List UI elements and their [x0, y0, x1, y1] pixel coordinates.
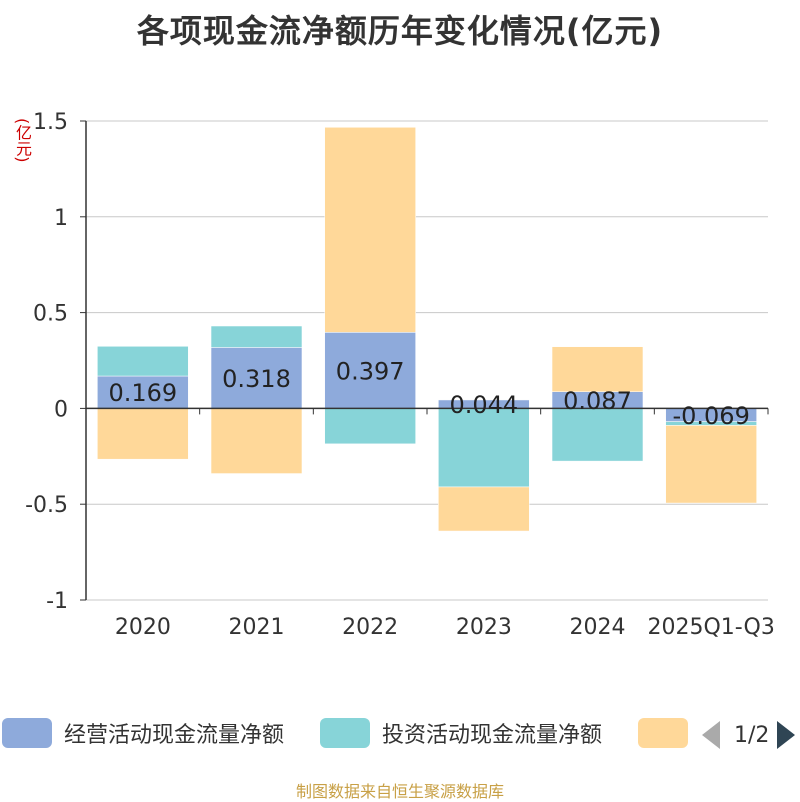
bar-financing-2023	[438, 486, 530, 532]
y-tick-label: -1	[46, 589, 68, 614]
legend-item-operating[interactable]: 经营活动现金流量净额	[2, 718, 284, 748]
bar-operating-2022	[324, 332, 416, 409]
bar-operating-2020	[97, 375, 189, 409]
pager-prev-icon[interactable]	[702, 721, 720, 749]
bar-investing-2021	[210, 325, 303, 348]
data-label-operating: -0.069	[672, 402, 749, 430]
legend-label-investing: 投资活动现金流量净额	[382, 723, 603, 748]
bar-investing-2024	[551, 408, 644, 462]
bar-investing-2022	[324, 408, 416, 445]
legend-item-investing[interactable]: 投资活动现金流量净额	[320, 718, 602, 748]
x-tick-label: 2022	[342, 615, 398, 640]
legend-swatch-investing	[320, 718, 370, 748]
data-label-operating: 0.318	[222, 365, 291, 393]
bar-financing-2021	[210, 408, 303, 474]
bar-financing-2025Q1-Q3	[665, 425, 757, 504]
y-tick-label: 1.5	[33, 110, 68, 135]
y-axis-unit: (亿元)	[13, 118, 32, 163]
legend-swatch-operating	[2, 718, 52, 748]
legend-pager: 1/2	[700, 720, 800, 750]
chart-title: 各项现金流净额历年变化情况(亿元)	[136, 12, 664, 50]
pager-text: 1/2	[734, 722, 770, 748]
data-source: 制图数据来自恒生聚源数据库	[295, 782, 504, 801]
x-tick-label: 2020	[115, 615, 171, 640]
y-tick-label: 1	[54, 206, 68, 231]
legend-item-financing[interactable]	[638, 718, 700, 748]
legend-swatch-financing	[638, 718, 688, 748]
data-label-operating: 0.397	[336, 357, 405, 385]
bar-financing-2020	[97, 408, 189, 460]
legend: 经营活动现金流量净额 投资活动现金流量净额 1/2	[0, 712, 800, 756]
y-tick-label: 0.5	[33, 302, 68, 327]
bar-financing-2022	[324, 127, 416, 333]
bar-operating-2021	[210, 347, 303, 409]
data-label-operating: 0.169	[108, 379, 177, 407]
x-tick-label: 2023	[456, 615, 512, 640]
cashflow-chart: 1.5 1 0.5 0 -0.5 -1 2020 2021 2022 2023 2024 2025Q1…	[25, 110, 775, 640]
x-tick-label: 2024	[570, 615, 626, 640]
bar-investing-2020	[97, 346, 189, 377]
x-tick-label: 2021	[229, 615, 285, 640]
legend-label-operating: 经营活动现金流量净额	[64, 723, 285, 748]
x-tick-label: 2025Q1-Q3	[647, 615, 774, 640]
y-tick-label: -0.5	[25, 493, 68, 518]
bar-financing-2024	[551, 346, 644, 392]
data-label-operating: 0.087	[563, 387, 632, 415]
y-tick-label: 0	[54, 397, 68, 422]
data-label-operating: 0.044	[449, 391, 518, 419]
pager-next-icon[interactable]	[777, 721, 796, 749]
bar-investing-2023	[438, 408, 530, 488]
